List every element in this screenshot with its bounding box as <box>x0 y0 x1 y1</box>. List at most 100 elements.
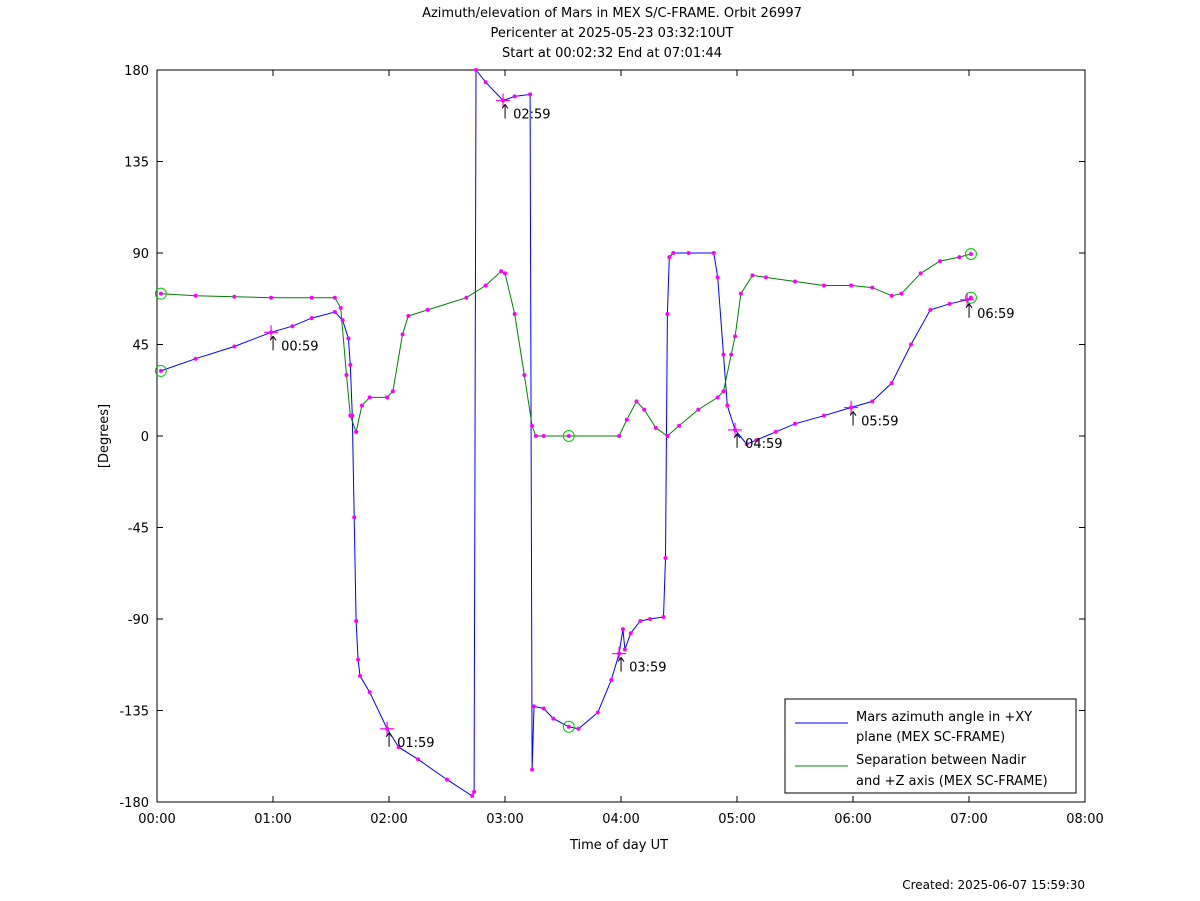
title-line-2: Pericenter at 2025-05-23 03:32:10UT <box>490 26 733 41</box>
data-point-0-33 <box>595 710 600 715</box>
axis-ticks <box>156 69 1086 803</box>
data-point-1-28 <box>624 417 629 422</box>
data-point-1-6 <box>338 305 343 310</box>
data-point-1-24 <box>533 434 538 438</box>
data-point-0-11 <box>352 515 357 520</box>
hour-label-1: 01:59 <box>397 736 434 751</box>
data-point-0-31 <box>566 724 571 729</box>
data-markers <box>154 68 977 798</box>
data-point-0-62 <box>947 301 952 306</box>
data-point-0-30 <box>551 716 556 721</box>
y-tick-label-7: -135 <box>119 705 149 720</box>
data-point-1-44 <box>849 283 854 288</box>
data-point-1-19 <box>499 269 504 274</box>
data-point-0-19 <box>445 777 449 782</box>
data-point-1-35 <box>715 395 720 400</box>
endpoint-circle-3 <box>562 720 575 733</box>
y-tick-label-6: -90 <box>128 613 149 628</box>
data-point-1-13 <box>390 389 395 394</box>
x-tick-label-1: 01:00 <box>254 812 291 827</box>
data-point-0-58 <box>870 399 875 404</box>
y-tick-labels: 180 135 90 45 0 -45 -90 -135 -180 <box>119 64 149 811</box>
series-line-1 <box>160 253 972 437</box>
data-point-1-2 <box>232 294 237 299</box>
title-line-3: Start at 00:02:32 End at 07:01:44 <box>502 46 722 61</box>
data-point-1-14 <box>400 332 405 337</box>
data-point-0-46 <box>686 251 691 255</box>
data-point-1-42 <box>793 279 797 284</box>
data-point-0-41 <box>661 614 666 619</box>
data-point-0-4 <box>290 324 295 329</box>
data-point-0-12 <box>354 619 359 624</box>
data-point-0-55 <box>793 421 797 426</box>
x-tick-label-8: 08:00 <box>1066 812 1103 827</box>
y-tick-label-3: 45 <box>132 339 149 354</box>
data-point-1-0 <box>158 291 163 296</box>
hour-annotations: 00:59 01:59 02:59 03:59 04:59 05:59 06:59 <box>264 93 1015 751</box>
data-point-1-12 <box>385 395 390 400</box>
data-point-0-54 <box>773 429 778 434</box>
data-point-0-14 <box>358 673 362 678</box>
endpoint-circle-4 <box>964 248 977 261</box>
data-point-0-21 <box>472 789 477 794</box>
y-tick-label-2: 90 <box>132 247 149 262</box>
x-axis-label: Time of day UT <box>569 838 668 853</box>
data-point-0-5 <box>309 316 314 321</box>
data-point-1-37 <box>729 352 734 357</box>
data-point-0-15 <box>367 690 372 695</box>
hour-arrowhead-5 <box>849 410 857 416</box>
data-point-0-8 <box>346 336 351 341</box>
data-point-0-52 <box>744 442 749 447</box>
data-point-1-32 <box>665 434 670 438</box>
data-point-1-21 <box>512 312 517 316</box>
data-point-1-48 <box>918 271 923 276</box>
hour-label-6: 06:59 <box>977 307 1014 322</box>
data-point-1-23 <box>530 423 535 428</box>
data-point-1-31 <box>653 425 658 430</box>
data-point-1-50 <box>957 255 962 260</box>
data-point-0-0 <box>158 368 163 373</box>
x-tick-label-4: 04:00 <box>602 812 639 827</box>
x-tick-label-5: 05:00 <box>718 812 755 827</box>
data-point-0-29 <box>541 706 546 711</box>
hour-arrowhead-4 <box>733 433 741 439</box>
data-point-0-37 <box>622 647 627 652</box>
y-tick-label-5: -45 <box>128 522 149 537</box>
data-point-1-38 <box>733 334 738 339</box>
data-point-1-22 <box>522 373 527 377</box>
data-point-0-40 <box>648 617 652 621</box>
data-point-1-17 <box>464 295 469 300</box>
endpoint-circle-1 <box>154 364 167 377</box>
data-point-0-28 <box>532 704 536 709</box>
data-point-1-34 <box>696 407 701 412</box>
data-point-1-41 <box>764 275 768 280</box>
y-tick-label-8: -180 <box>119 796 149 811</box>
data-point-1-46 <box>889 293 894 298</box>
data-point-1-40 <box>750 273 755 278</box>
data-point-1-3 <box>269 295 274 300</box>
hour-arrowhead-1 <box>385 731 393 738</box>
created-timestamp: Created: 2025-06-07 15:59:30 <box>902 878 1085 892</box>
data-point-0-34 <box>609 678 614 682</box>
data-point-0-27 <box>530 767 535 772</box>
hour-label-0: 00:59 <box>281 339 318 354</box>
data-point-0-43 <box>665 312 670 316</box>
hour-label-4: 04:59 <box>745 437 782 452</box>
data-point-1-49 <box>938 259 942 264</box>
hour-label-3: 03:59 <box>629 661 666 676</box>
data-point-1-43 <box>822 283 826 288</box>
hour-label-5: 05:59 <box>861 415 898 430</box>
data-point-1-10 <box>359 403 364 408</box>
legend: Mars azimuth angle in +XY plane (MEX SC-… <box>784 698 1077 794</box>
x-tick-label-7: 07:00 <box>950 812 987 827</box>
data-point-1-30 <box>642 407 647 412</box>
hour-arrowhead-3 <box>617 656 625 662</box>
data-point-1-16 <box>425 307 430 312</box>
hour-arrowhead-6 <box>965 302 973 309</box>
data-point-0-2 <box>232 344 237 349</box>
data-point-0-49 <box>721 352 726 357</box>
data-point-0-22 <box>474 68 478 72</box>
data-point-1-45 <box>870 285 875 290</box>
legend-label-separation-line-1: Separation between Nadir <box>856 753 1027 768</box>
